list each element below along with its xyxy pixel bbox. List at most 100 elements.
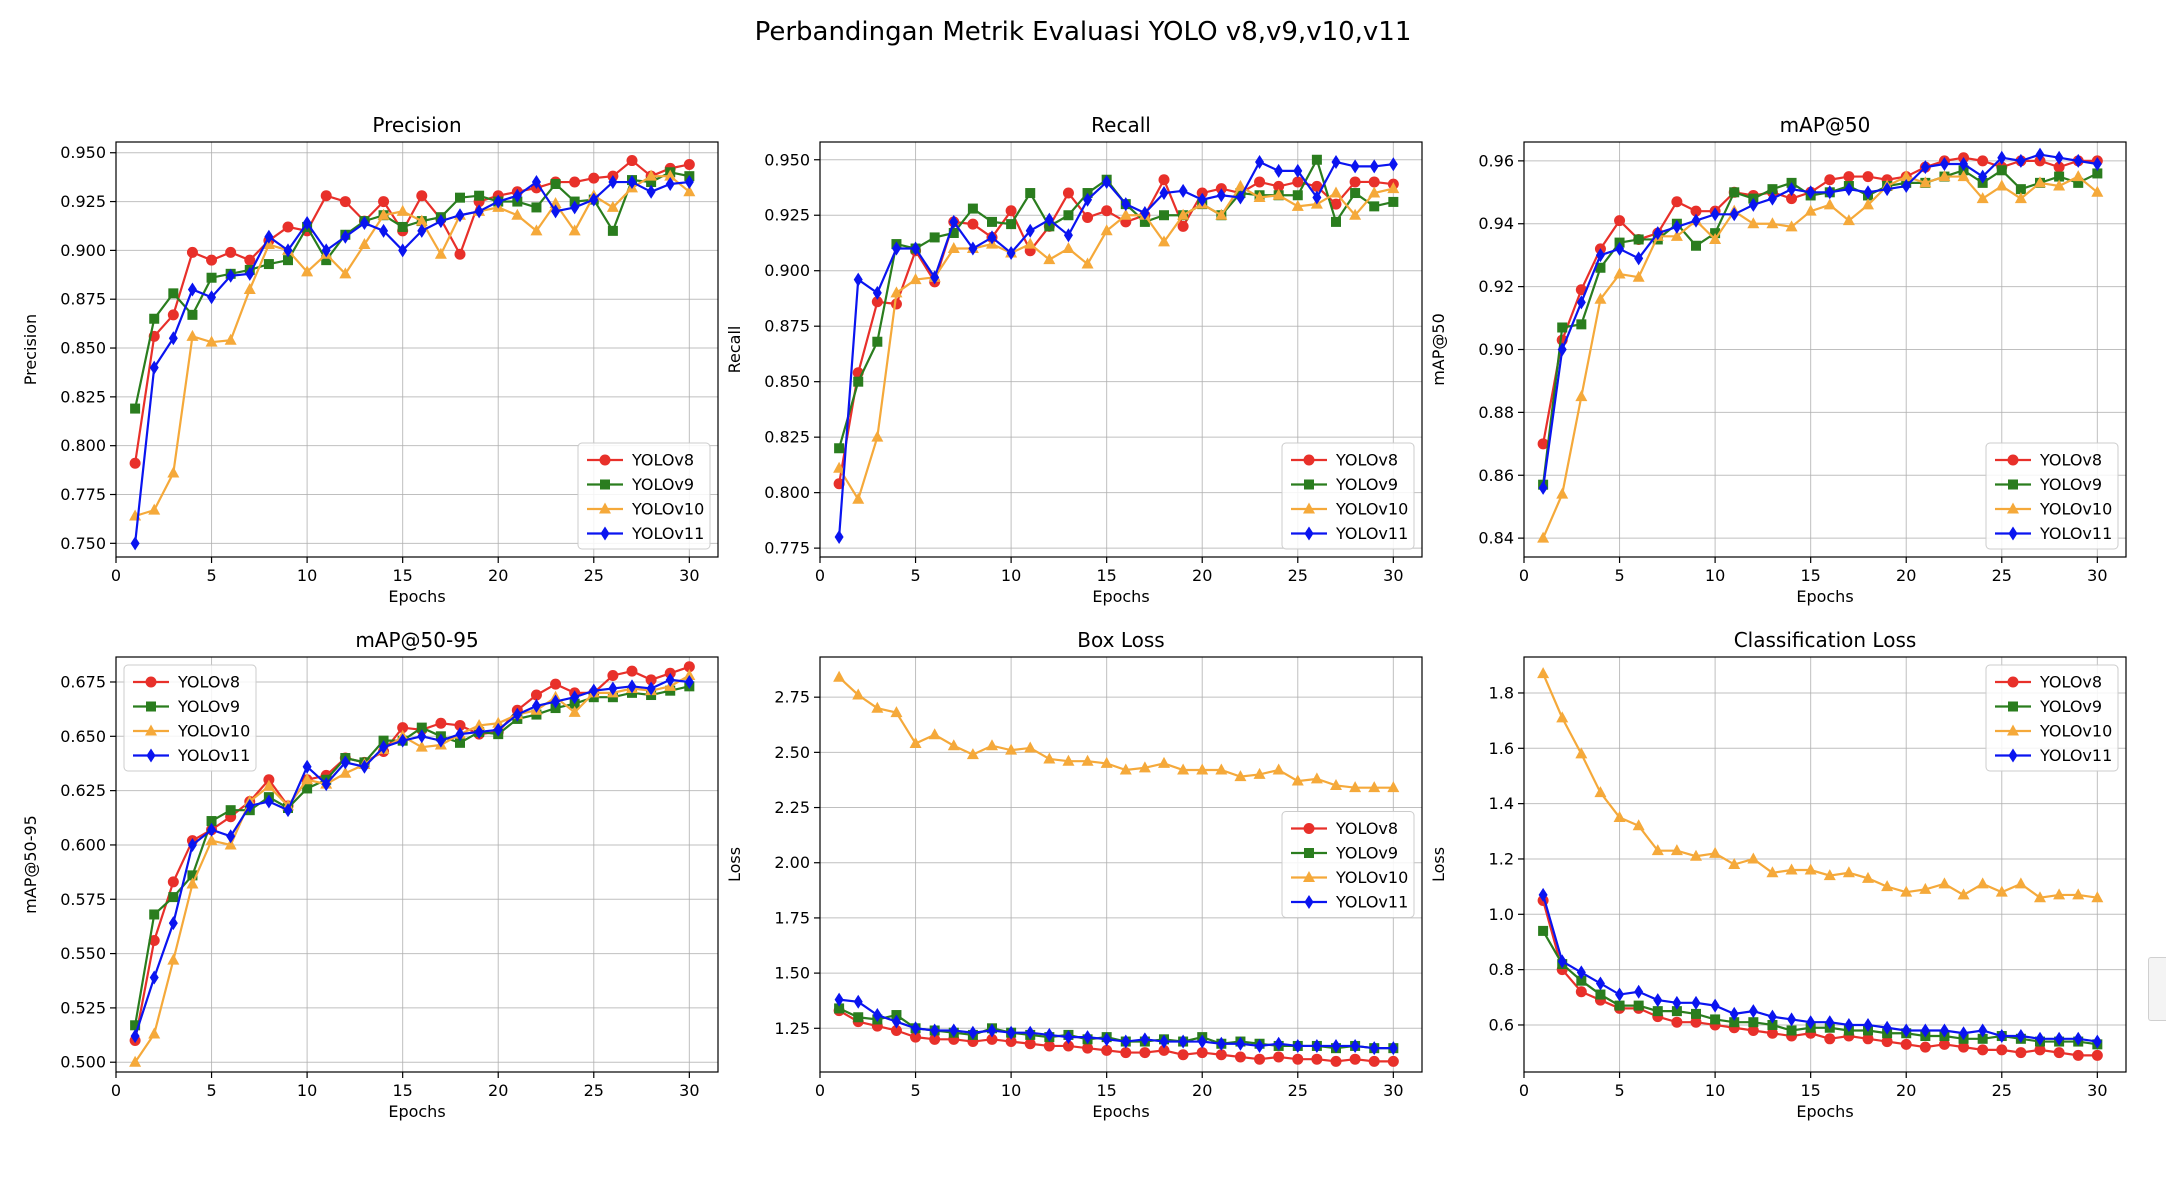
- data-point-yolov11: [1063, 1030, 1073, 1045]
- data-point-yolov10: [262, 779, 275, 791]
- series-group: [1537, 667, 2104, 1061]
- data-point-yolov11: [2035, 1031, 2045, 1046]
- data-point-yolov11: [1576, 295, 1586, 310]
- data-point-yolov9: [1729, 187, 1740, 198]
- x-tick-label: 0: [111, 1081, 121, 1100]
- legend-label: YOLOv9: [2039, 475, 2102, 494]
- data-point-yolov10: [1253, 767, 1266, 779]
- axes-frame: [1523, 656, 2127, 1073]
- data-point-yolov10: [1024, 237, 1037, 249]
- data-point-yolov10: [1709, 232, 1722, 244]
- data-point-yolov9: [834, 1003, 845, 1014]
- x-tick-label: 20: [1896, 1081, 1916, 1100]
- y-tick-label: 1.8: [1489, 683, 1514, 702]
- data-point-yolov11: [608, 681, 618, 696]
- x-axis-label: Epochs: [388, 1102, 445, 1121]
- legend: YOLOv8 YOLOv9 YOLOv10 YOLOv11: [1985, 442, 2119, 550]
- data-point-yolov9: [1996, 165, 2007, 176]
- data-point-yolov9: [834, 443, 845, 454]
- legend-label: YOLOv11: [2039, 524, 2112, 543]
- data-point-yolov10: [377, 208, 390, 220]
- series-line-yolov11: [134, 180, 690, 544]
- data-point-yolov11: [1083, 1030, 1093, 1045]
- data-point-yolov8: [1024, 1038, 1036, 1050]
- data-point-yolov9: [1331, 216, 1341, 227]
- data-point-yolov9: [168, 892, 179, 903]
- data-point-yolov9: [1006, 219, 1017, 230]
- data-point-yolov10: [1158, 756, 1170, 768]
- legend-marker: [2007, 724, 2019, 736]
- subplot-map50: 0 5 10 15 20 25 30 0.84 0.86 0.88 0.90 0.92 0.94 0.96…: [1429, 113, 2127, 606]
- legend: YOLOv8 YOLOv9 YOLOv10 YOLOv11: [1985, 664, 2119, 772]
- series-line-yolov11: [838, 998, 1394, 1050]
- x-tick-label: 25: [1992, 566, 2012, 585]
- data-point-yolov9: [1691, 1008, 1701, 1019]
- data-point-yolov10: [1119, 763, 1132, 775]
- data-point-yolov11: [911, 1021, 921, 1036]
- data-point-yolov8: [1158, 1044, 1170, 1056]
- data-point-yolov8: [1575, 284, 1587, 296]
- data-point-yolov9: [531, 202, 542, 213]
- data-point-yolov10: [1100, 756, 1113, 768]
- y-axis-label: mAP@50-95: [21, 815, 40, 914]
- data-point-yolov10: [339, 267, 352, 279]
- series-line-yolov11: [1542, 153, 2098, 488]
- data-point-yolov8: [1690, 205, 1702, 217]
- data-point-yolov11: [1350, 159, 1360, 174]
- data-point-yolov9: [1350, 188, 1361, 199]
- data-point-yolov10: [909, 273, 922, 285]
- x-axis-label: Epochs: [1796, 587, 1853, 606]
- data-point-yolov8: [1368, 1055, 1380, 1067]
- data-point-yolov11: [493, 722, 503, 737]
- data-point-yolov11: [987, 1023, 997, 1038]
- data-point-yolov9: [1633, 1000, 1644, 1011]
- data-point-yolov11: [1825, 185, 1835, 200]
- data-point-yolov8: [1292, 1053, 1304, 1065]
- data-point-yolov8: [967, 218, 979, 230]
- data-point-yolov11: [1369, 1041, 1379, 1056]
- legend-label: YOLOv9: [177, 697, 240, 716]
- data-point-yolov11: [1576, 965, 1586, 980]
- data-point-yolov10: [1594, 292, 1607, 304]
- data-point-yolov9: [455, 737, 465, 748]
- legend: YOLOv8 YOLOv9 YOLOv10 YOLOv11: [1281, 442, 1415, 550]
- data-point-yolov8: [1254, 1053, 1266, 1065]
- x-axis-label: Epochs: [1796, 1102, 1853, 1121]
- data-point-yolov10: [645, 169, 658, 181]
- side-panel-tab[interactable]: [2148, 957, 2166, 1021]
- data-point-yolov9: [2092, 168, 2103, 179]
- data-point-yolov10: [1387, 781, 1400, 793]
- data-point-yolov8: [435, 717, 447, 729]
- data-point-yolov11: [283, 243, 293, 258]
- data-point-yolov10: [1330, 186, 1342, 198]
- data-point-yolov10: [1995, 179, 2008, 191]
- data-point-yolov10: [1823, 869, 1836, 881]
- data-point-yolov11: [1653, 226, 1663, 241]
- data-point-yolov8: [1900, 1038, 1912, 1050]
- legend-marker: [1303, 871, 1315, 882]
- data-point-yolov11: [1882, 1020, 1892, 1035]
- series-line-yolov8: [134, 159, 690, 464]
- legend-marker: [599, 454, 611, 466]
- legend-marker: [146, 701, 156, 712]
- data-point-yolov10: [1215, 208, 1228, 220]
- legend-label: YOLOv10: [1335, 500, 1408, 519]
- data-point-yolov10: [167, 953, 180, 965]
- data-point-yolov10: [1253, 190, 1266, 202]
- series-line-yolov9: [1542, 930, 2098, 1046]
- data-point-yolov10: [224, 838, 237, 850]
- data-point-yolov10: [1234, 770, 1247, 782]
- data-point-yolov8: [1292, 176, 1304, 188]
- data-point-yolov11: [417, 223, 427, 238]
- x-tick-label: 25: [1992, 1081, 2012, 1100]
- data-point-yolov10: [1349, 208, 1362, 220]
- data-point-yolov11: [1557, 954, 1567, 969]
- y-tick-label: 0.825: [60, 387, 106, 406]
- data-point-yolov8: [1690, 1016, 1702, 1028]
- y-tick-label: 0.850: [764, 372, 810, 391]
- data-point-yolov8: [1139, 1047, 1151, 1059]
- x-tick-label: 30: [679, 566, 699, 585]
- y-tick-label: 0.775: [764, 539, 810, 558]
- data-point-yolov8: [2034, 1044, 2046, 1056]
